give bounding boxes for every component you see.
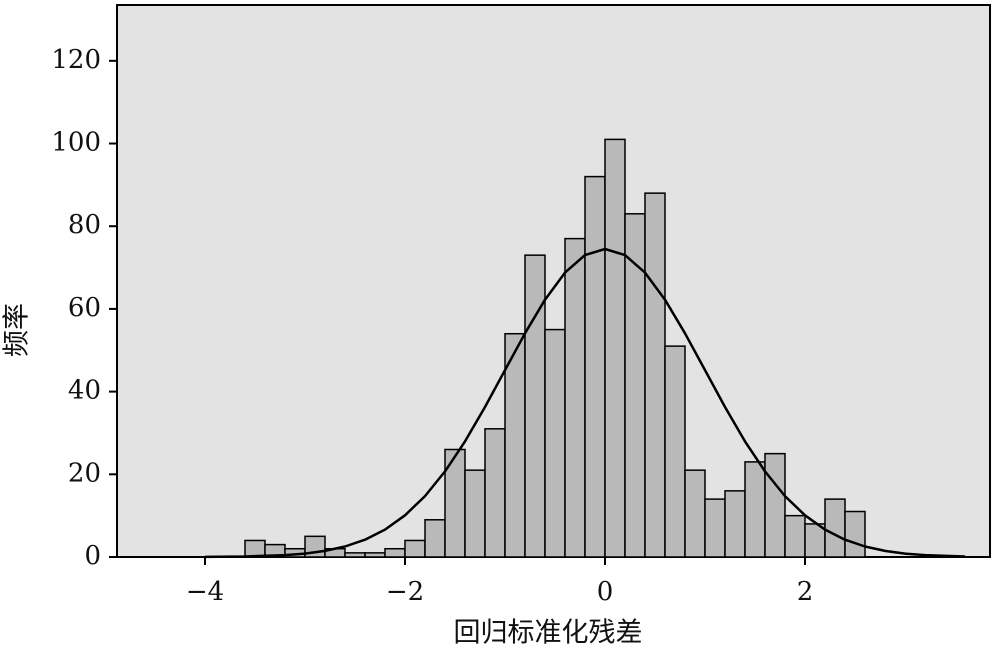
bar xyxy=(724,490,746,558)
bar xyxy=(704,498,726,558)
bar xyxy=(564,237,586,558)
bar xyxy=(584,175,606,558)
y-tick-label: 60 xyxy=(68,293,101,323)
bar xyxy=(404,539,426,558)
bar xyxy=(524,254,546,558)
x-tick-label: −4 xyxy=(186,577,224,607)
y-axis-title: 频率 xyxy=(2,303,33,357)
bar xyxy=(824,498,846,558)
y-tick-label: 80 xyxy=(68,210,101,240)
bar xyxy=(364,552,386,558)
x-axis-title: 回归标准化残差 xyxy=(454,618,643,649)
bar xyxy=(644,192,666,558)
bar xyxy=(544,328,566,558)
bar xyxy=(844,510,866,558)
bar xyxy=(784,514,806,558)
y-tick-label: 0 xyxy=(84,541,101,571)
x-tick-label: 2 xyxy=(797,577,814,607)
bar xyxy=(464,469,486,558)
bar xyxy=(604,138,626,558)
bar xyxy=(744,461,766,558)
bar xyxy=(424,519,446,558)
bar xyxy=(384,547,406,558)
x-tick-label: −2 xyxy=(386,577,424,607)
y-tick-label: 40 xyxy=(68,376,101,406)
x-tick-label: 0 xyxy=(597,577,614,607)
bar xyxy=(484,428,506,558)
y-tick-label: 100 xyxy=(51,128,101,158)
bar xyxy=(244,539,266,558)
normal-curve xyxy=(204,247,966,559)
bar xyxy=(764,452,786,558)
y-tick-label: 120 xyxy=(51,45,101,75)
bar xyxy=(504,332,526,558)
bar xyxy=(684,469,706,558)
bar xyxy=(664,345,686,558)
y-tick-label: 20 xyxy=(68,458,101,488)
bar xyxy=(344,552,366,558)
